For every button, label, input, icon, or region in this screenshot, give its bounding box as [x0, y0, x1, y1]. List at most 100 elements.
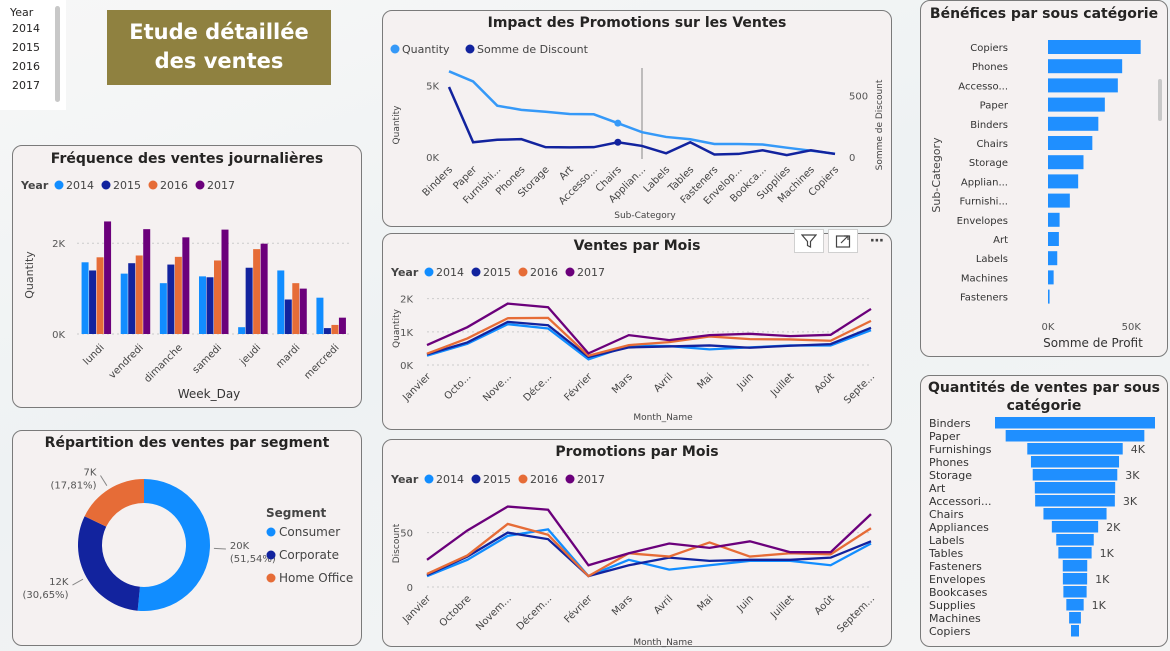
slicer-scrollbar[interactable]: [55, 6, 60, 102]
y-axis-title: Quantity: [23, 251, 36, 299]
data-label: 7K: [84, 468, 97, 479]
bar-Machines: [1048, 270, 1054, 285]
chart-canvas: Year 2014 2015 2016 2017 0K 1K 2K Janvier Octo...…: [390, 266, 877, 423]
leader-line: [213, 547, 226, 550]
daily-sales-frequency-chart[interactable]: Fréquence des ventes journalières Year 20…: [12, 145, 362, 408]
legend-marker: [424, 267, 434, 277]
legend-title: Year: [390, 473, 419, 486]
y2-axis-title: Somme de Discount: [875, 79, 885, 170]
y-tick-label: 0K: [400, 361, 413, 372]
y-tick-label: Furnishi...: [960, 197, 1008, 208]
legend-item: 2014: [66, 179, 94, 192]
monthly-promotions-chart[interactable]: Promotions par Mois Year 2014 2015 2016 2017…: [382, 439, 892, 648]
focus-mode-icon[interactable]: [828, 229, 858, 253]
y-tick-label: Paper: [980, 101, 1009, 112]
slicer-item-2017[interactable]: 2017: [12, 79, 40, 92]
bar-Copiers: [1048, 40, 1141, 54]
legend-marker: [195, 180, 205, 190]
promotion-impact-chart[interactable]: Impact des Promotions sur les Ventes Qua…: [382, 10, 892, 227]
y-tick-label: Applian...: [961, 177, 1008, 188]
x-tick-label: vendredi: [107, 342, 146, 381]
legend-marker: [518, 474, 528, 484]
funnel-bar-Copiers: [1071, 625, 1079, 637]
y-tick-label: 0K: [426, 153, 439, 164]
x-tick-label: Binders: [421, 164, 456, 199]
x-tick-label: 50K: [1122, 322, 1142, 333]
y-axis-title: Discount: [392, 523, 402, 563]
x-tick-label: Décem...: [514, 593, 554, 633]
line-2014: [426, 528, 872, 578]
data-label: 20K: [230, 541, 250, 552]
x-tick-label: Avril: [652, 371, 675, 394]
slicer-item-2014[interactable]: 2014: [12, 22, 40, 35]
line-2017: [426, 302, 872, 355]
legend-marker: [266, 527, 276, 537]
more-options-icon[interactable]: ⋯: [870, 233, 884, 249]
funnel-bar-Art: [1034, 482, 1116, 494]
bar-vendredi-2017: [143, 229, 151, 334]
x-tick-label: Mars: [610, 371, 635, 396]
legend-marker: [471, 267, 481, 277]
bar-jeudi-2016: [253, 249, 261, 334]
category-label: Tables: [928, 547, 963, 560]
legend-marker: [565, 267, 575, 277]
monthly-sales-chart[interactable]: Ventes par Mois Year 2014 2015 2016 2017 0K 1K…: [382, 233, 892, 430]
x-axis-title: Week_Day: [178, 387, 241, 401]
x-tick-label: Déce...: [521, 371, 554, 404]
legend-marker: [424, 474, 434, 484]
line-2015: [426, 531, 872, 578]
y-tick-label: Copiers: [970, 43, 1008, 54]
slicer-item-2015[interactable]: 2015: [12, 41, 40, 54]
quantity-by-subcategory-funnel[interactable]: Quantités de ventes par sous catégorie B…: [920, 375, 1168, 647]
segment-sales-donut-chart[interactable]: Répartition des ventes par segment 20K (5…: [12, 430, 362, 646]
profit-by-subcategory-chart[interactable]: Bénéfices par sous catégorie Copiers Phon…: [920, 0, 1168, 357]
legend-marker: [54, 180, 64, 190]
x-tick-label: Septem...: [835, 593, 877, 635]
bar-Furnishi...: [1048, 193, 1070, 208]
funnel-bar-Fasteners: [1062, 560, 1088, 572]
category-label: Paper: [929, 430, 961, 443]
x-tick-label: jeudi: [238, 342, 264, 368]
x-axis-title: Sub-Category: [614, 211, 676, 221]
legend-item: 2017: [207, 179, 235, 192]
x-tick-label: Novem...: [474, 593, 514, 633]
category-label: Appliances: [929, 521, 989, 534]
leader-line: [72, 578, 84, 586]
slicer-item-2016[interactable]: 2016: [12, 60, 40, 73]
bar-Applian...: [1048, 174, 1079, 189]
bar-Chairs: [1048, 136, 1093, 150]
slicer-header: Year: [10, 6, 34, 19]
category-label: Accessori...: [929, 495, 991, 508]
legend-item: 2017: [577, 473, 605, 486]
legend-marker: [266, 550, 276, 560]
chart-canvas: Year 2014 2015 2016 2017 0K 2K lundi vendredidim…: [20, 179, 351, 401]
bar-Envelopes: [1048, 212, 1060, 227]
category-label: Storage: [929, 469, 972, 482]
category-label: Art: [929, 482, 946, 495]
legend-marker: [465, 44, 475, 54]
funnel-bar-Furnishings: [1027, 443, 1123, 455]
chart-title-line2: catégorie: [1006, 398, 1082, 414]
year-slicer[interactable]: Year 2014 2015 2016 2017: [0, 0, 66, 110]
bar-samedi-2017: [221, 229, 229, 334]
funnel-bar-Appliances: [1051, 521, 1099, 533]
x-tick-label: dimanche: [142, 342, 185, 385]
x-axis-title: Month_Name: [633, 638, 693, 648]
y-tick-label: Machines: [961, 273, 1008, 284]
filter-icon[interactable]: [794, 229, 824, 253]
data-label: 1K: [1100, 547, 1115, 560]
chart-title-line1: Quantités de ventes par sous: [927, 380, 1161, 396]
funnel-bar-Bookcases: [1063, 586, 1087, 598]
y-tick-label: Envelopes: [957, 216, 1008, 227]
y2-tick-label: 500: [849, 92, 868, 103]
x-tick-label: Janvier: [400, 371, 433, 404]
chart-canvas: Year 2014 2015 2016 2017 0 50 Janvier Octobre Nov…: [390, 473, 877, 648]
bar-mardi-2016: [292, 283, 300, 334]
bar-samedi-2015: [206, 277, 214, 334]
chart-title: Bénéfices par sous catégorie: [929, 6, 1159, 22]
data-label: 1K: [1095, 573, 1110, 586]
legend-item: 2015: [483, 266, 511, 279]
legend-item: 2015: [113, 179, 141, 192]
x-tick-label: Juin: [735, 371, 757, 393]
y-tick-label: 0K: [52, 330, 65, 341]
